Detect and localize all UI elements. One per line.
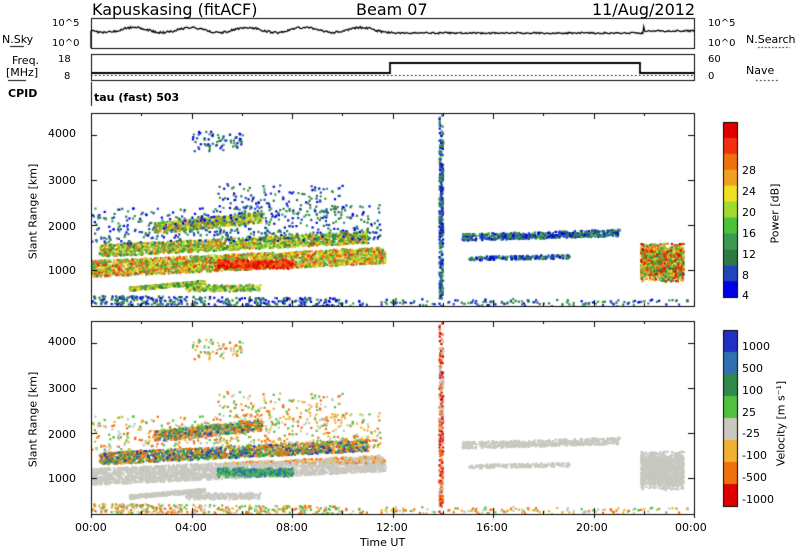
velocity-cb-tick-100: 100 <box>742 384 763 397</box>
station-title: Kapuskasing (fitACF) <box>92 0 258 19</box>
cpid-label: CPID <box>8 87 38 100</box>
nave-tick-bottom: 0 <box>708 71 715 82</box>
power-cb-tick-28: 28 <box>742 164 756 177</box>
velocity-cb-label: Velocity [m s⁻¹] <box>774 380 788 467</box>
xaxis-label: Time UT <box>360 536 406 549</box>
power-cb-tick-4: 4 <box>742 289 749 302</box>
noise-tick-left-top: 10^5 <box>52 18 80 29</box>
xtick-0000: 00:00 <box>75 521 107 534</box>
freq-unit: [MHz] <box>6 66 39 79</box>
freq-tick-top: 18 <box>58 54 71 65</box>
power-cb-tick-8: 8 <box>742 269 749 282</box>
power-cb-tick-12: 12 <box>742 248 756 261</box>
velocity-cb-tick-m100: -100 <box>742 449 767 462</box>
velocity-cb-tick-1000: 1000 <box>742 340 770 353</box>
power-cb-tick-24: 24 <box>742 185 756 198</box>
power-ytick-1000: 1000 <box>48 264 76 277</box>
xtick-2400: 00:00 <box>675 521 707 534</box>
power-cb-tick-16: 16 <box>742 227 756 240</box>
nave-label: Nave <box>746 64 775 77</box>
power-ytick-2000: 2000 <box>48 220 76 233</box>
velocity-cb-tick-m500: -500 <box>742 471 767 484</box>
velocity-cb-tick-500: 500 <box>742 362 763 375</box>
xtick-2000: 20:00 <box>576 521 608 534</box>
cpid-text: tau (fast) 503 <box>94 91 180 104</box>
velocity-ytick-2000: 2000 <box>48 428 76 441</box>
noise-tick-right-bottom: 10^0 <box>708 38 736 49</box>
power-cb-tick-20: 20 <box>742 206 756 219</box>
power-cb-label: Power [dB] <box>768 183 782 244</box>
velocity-ylabel: Slant Range [km] <box>26 371 40 468</box>
nave-tick-top: 60 <box>708 54 721 65</box>
freq-tick-bottom: 8 <box>64 71 71 82</box>
xtick-0400: 04:00 <box>175 521 207 534</box>
xtick-1200: 12:00 <box>376 521 408 534</box>
power-ytick-4000: 4000 <box>48 127 76 140</box>
noise-tick-right-top: 10^5 <box>708 18 736 29</box>
noise-tick-left-bottom: 10^0 <box>52 38 80 49</box>
nsearch-label: N.Search <box>746 33 796 46</box>
velocity-cb-tick-m1000: -1000 <box>742 493 774 506</box>
velocity-ytick-4000: 4000 <box>48 335 76 348</box>
beam-title: Beam 07 <box>356 0 428 19</box>
velocity-cb-tick-25: 25 <box>742 406 756 419</box>
date-title: 11/Aug/2012 <box>592 0 696 19</box>
velocity-cb-tick-m25: -25 <box>742 427 760 440</box>
xtick-1600: 16:00 <box>476 521 508 534</box>
velocity-ytick-3000: 3000 <box>48 382 76 395</box>
xtick-0800: 08:00 <box>276 521 308 534</box>
power-ylabel: Slant Range [km] <box>26 163 40 260</box>
freq-label: Freq. <box>12 54 40 67</box>
power-ytick-3000: 3000 <box>48 174 76 187</box>
velocity-ytick-1000: 1000 <box>48 472 76 485</box>
nsky-label: N.Sky <box>2 33 34 46</box>
